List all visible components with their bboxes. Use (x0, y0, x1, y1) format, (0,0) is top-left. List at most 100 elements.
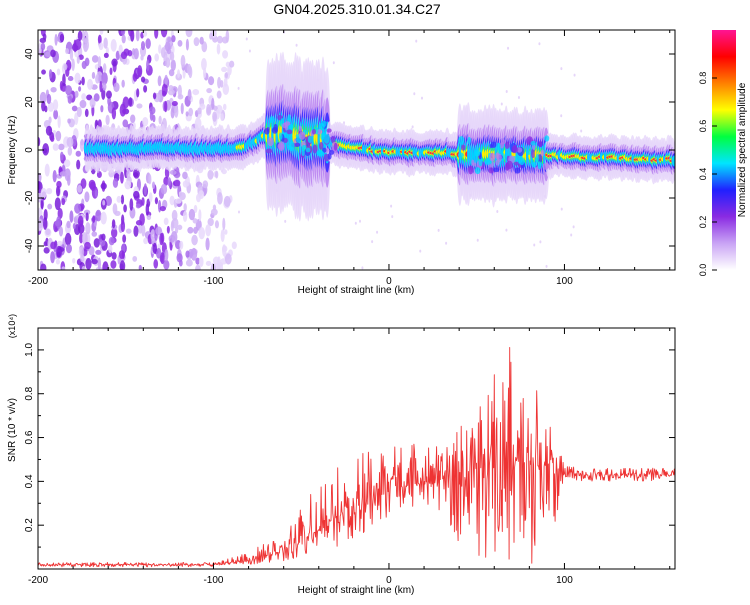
noise-speck (354, 221, 357, 225)
noise-blob (38, 218, 44, 229)
ridge-scatter (318, 141, 324, 150)
noise-blob (166, 225, 170, 234)
noise-blob (42, 217, 48, 230)
noise-blob (185, 259, 193, 267)
noise-blob (163, 217, 169, 226)
noise-blob (136, 88, 140, 98)
ridge-scatter (271, 127, 278, 134)
noise-blob (223, 77, 228, 87)
noise-blob (61, 266, 66, 270)
noise-blob (159, 233, 164, 246)
colorbar-tick-label: 0.4 (698, 168, 708, 181)
noise-blob (125, 228, 132, 234)
snr-plot-area (38, 328, 675, 569)
ridge-scatter (538, 140, 543, 148)
noise-blob (133, 225, 139, 237)
noise-blob (185, 30, 193, 38)
noise-blob (44, 163, 50, 177)
ridge-scatter (461, 144, 466, 151)
ridge-scatter (327, 153, 332, 160)
ridge-scatter (457, 152, 464, 158)
ridge-scatter (474, 151, 481, 157)
noise-blob (91, 258, 98, 265)
noise-blob (169, 195, 175, 206)
ridge-scatter (496, 142, 501, 150)
noise-blob (217, 262, 224, 270)
noise-blob (142, 116, 149, 127)
noise-blob (217, 76, 222, 89)
noise-blob (187, 226, 194, 234)
noise-blob (113, 82, 120, 93)
noise-blob (212, 204, 217, 211)
noise-blob (88, 179, 96, 190)
noise-blob (171, 101, 178, 107)
ridge-scatter (302, 144, 307, 150)
noise-blob (60, 151, 64, 161)
noise-blob (128, 30, 134, 37)
noise-blob (168, 69, 175, 77)
noise-blob (132, 72, 138, 82)
noise-blob (164, 100, 168, 113)
noise-blob (58, 143, 65, 151)
noise-blob (103, 37, 108, 49)
noise-blob (207, 217, 214, 227)
noise-blob (67, 76, 74, 82)
noise-blob (199, 36, 204, 45)
noise-blob (50, 135, 55, 142)
noise-blob (74, 203, 82, 214)
noise-blob (107, 96, 111, 106)
x-tick-label: -200 (28, 575, 48, 586)
ridge-scatter (497, 153, 502, 163)
ridge-scatter (301, 149, 305, 157)
noise-blob (205, 237, 210, 251)
noise-blob (74, 38, 82, 51)
ridge-scatter (282, 122, 287, 129)
noise-blob (50, 251, 55, 264)
noise-blob (100, 211, 107, 225)
ridge-scatter (535, 153, 539, 163)
noise-blob (82, 38, 90, 52)
noise-blob (169, 169, 177, 176)
noise-blob (177, 224, 183, 231)
noise-blob (182, 180, 189, 188)
noise-blob (220, 79, 224, 88)
noise-blob (201, 58, 207, 71)
y-tick-label: 40 (24, 48, 35, 60)
noise-blob (97, 56, 102, 69)
noise-speck (248, 49, 251, 53)
noise-blob (45, 125, 53, 136)
noise-blob (157, 75, 162, 87)
noise-blob (116, 195, 122, 203)
noise-blob (146, 214, 152, 221)
ridge-scatter (490, 141, 497, 148)
colorbar-tick-label: 0.6 (698, 120, 708, 133)
ridge-scatter (501, 152, 506, 161)
noise-blob (54, 33, 58, 46)
noise-blob (55, 130, 62, 142)
noise-blob (39, 91, 47, 104)
page-title: GN04.2025.310.01.34.C27 (273, 1, 441, 17)
noise-blob (111, 252, 117, 260)
noise-blob (151, 181, 156, 190)
noise-blob (81, 265, 86, 270)
noise-blob (45, 51, 52, 58)
x-tick-label: 0 (386, 276, 392, 287)
noise-blob (169, 51, 175, 62)
noise-blob (110, 38, 117, 52)
noise-blob (81, 30, 86, 42)
noise-speck (580, 129, 583, 133)
noise-blob (182, 210, 188, 223)
noise-blob (138, 264, 142, 270)
ridge-scatter (298, 125, 303, 132)
snr-panel: -200 -100 0 100 0.2 0.4 0.6 0.8 1.0 Height of st… (7, 314, 676, 596)
noise-blob (59, 33, 65, 43)
noise-blob (61, 197, 66, 206)
noise-blob (224, 72, 228, 79)
noise-blob (95, 249, 102, 255)
noise-blob (154, 53, 159, 62)
noise-blob (67, 95, 73, 104)
noise-blob (185, 250, 190, 258)
noise-speck (476, 238, 479, 242)
noise-speck (245, 37, 248, 41)
